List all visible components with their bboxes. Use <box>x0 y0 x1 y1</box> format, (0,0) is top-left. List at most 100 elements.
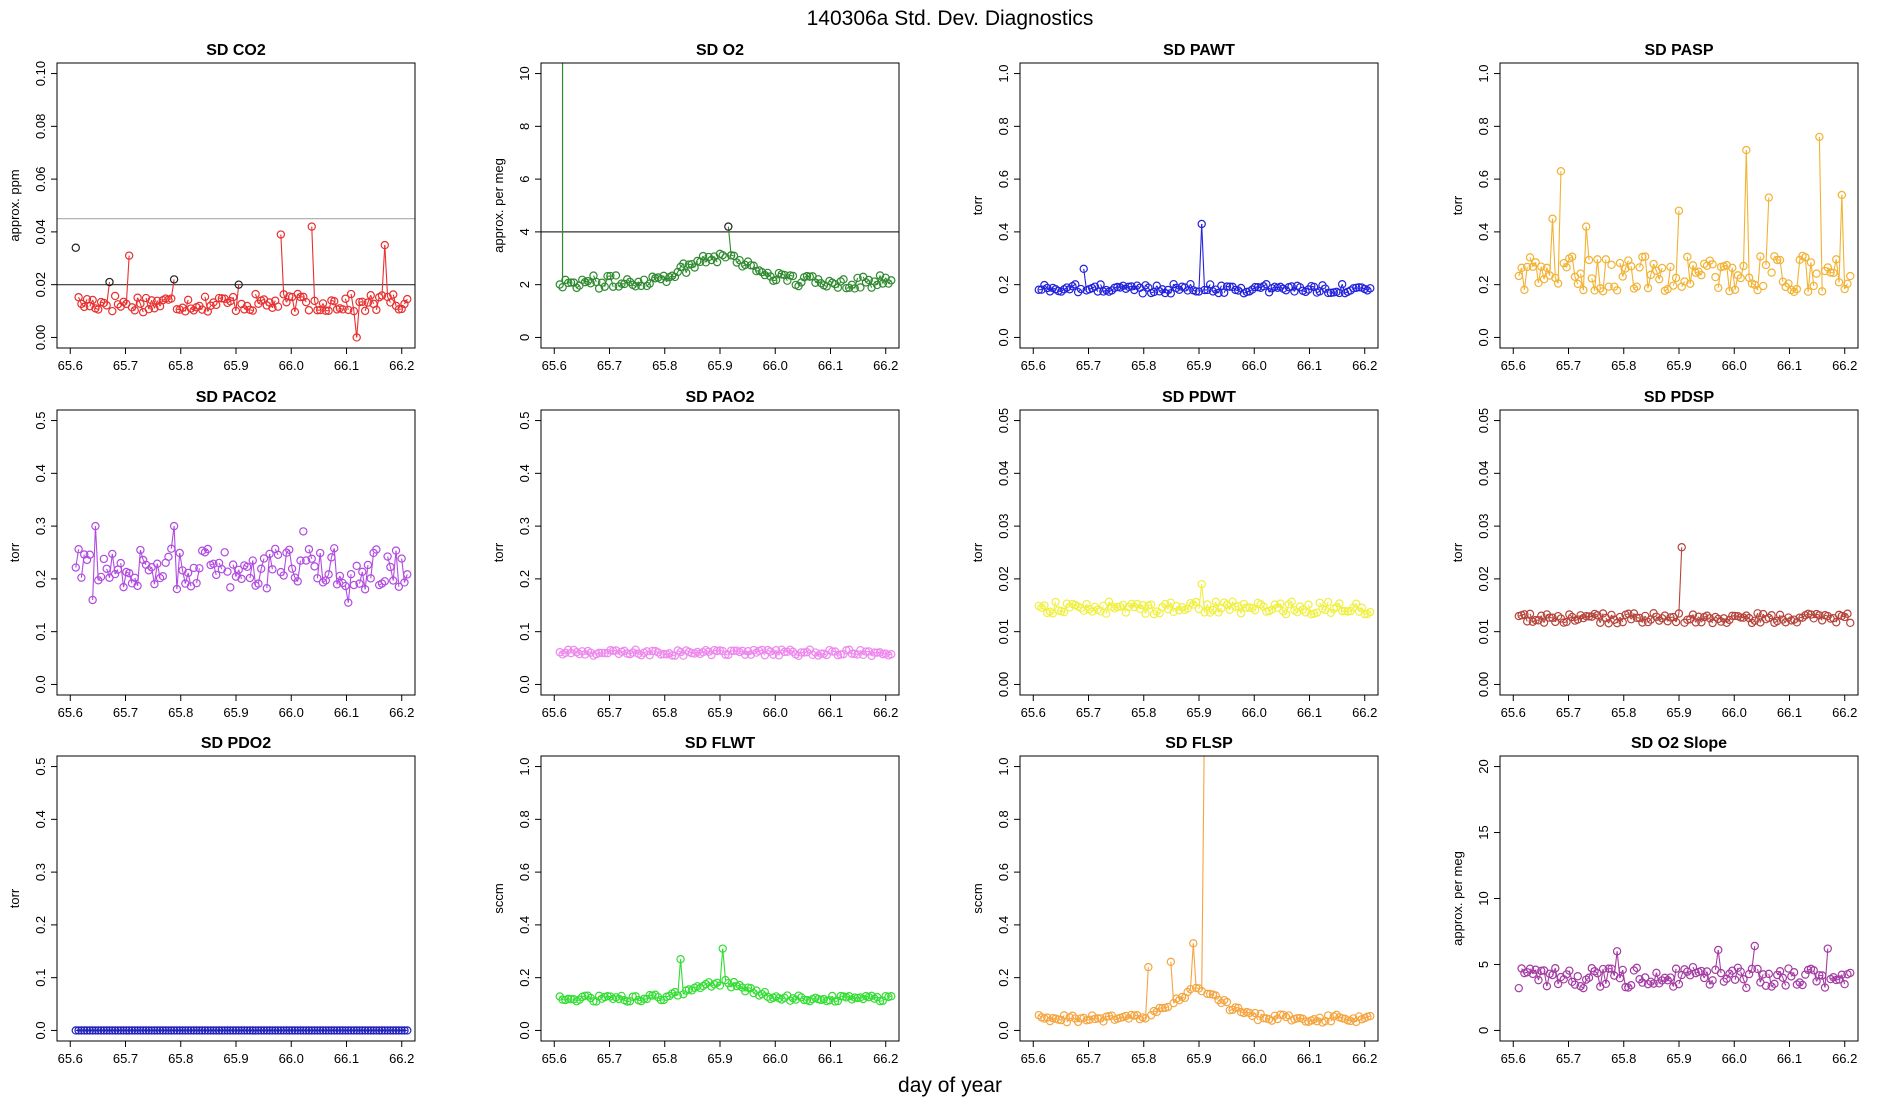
xtick-label: 66.1 <box>1777 705 1802 720</box>
data-point <box>386 1026 395 1035</box>
panel-title-flsp: SD FLSP <box>1165 735 1233 752</box>
series-segment <box>1580 273 1584 291</box>
series-segment <box>244 564 248 568</box>
data-point <box>1163 1002 1173 1012</box>
data-point <box>307 1026 316 1035</box>
data-point <box>1337 1014 1347 1023</box>
panel-ylabel-pao2: torr <box>491 542 506 562</box>
xtick-label: 65.8 <box>1131 1051 1156 1066</box>
data-point <box>1649 979 1658 988</box>
panel-pdwt: SD PDWT torr 0.00 0.01 0.02 0.03 0.04 0.05 65.6 6… <box>970 389 1379 720</box>
data-point <box>394 582 404 591</box>
data-point <box>130 1026 139 1035</box>
ytick-label: 0.0 <box>1476 328 1491 346</box>
series-segment <box>353 311 358 338</box>
data-point <box>363 298 373 307</box>
data-point <box>386 562 395 572</box>
data-point <box>746 983 756 993</box>
series-segment <box>677 959 682 996</box>
data-point <box>150 304 159 313</box>
series-segment <box>1619 969 1624 979</box>
data-point <box>209 559 218 569</box>
data-point <box>1823 944 1832 953</box>
series-segment <box>753 990 757 994</box>
series-segment <box>1836 978 1840 981</box>
panel-pdsp: SD PDSP torr 0.00 0.01 0.02 0.03 0.04 0.05 65.6 6… <box>1450 389 1859 720</box>
data-point <box>1085 1015 1094 1025</box>
xtick-label: 66.0 <box>1722 1051 1747 1066</box>
data-point <box>74 545 83 554</box>
series-segment <box>1622 268 1627 277</box>
data-point <box>346 569 356 579</box>
panel-ylabel-pdo2: torr <box>7 888 22 908</box>
data-point <box>256 1026 266 1035</box>
series-segment <box>392 550 397 581</box>
data-point <box>1166 289 1176 298</box>
data-point <box>1680 277 1689 286</box>
data-point <box>1132 599 1142 609</box>
data-point <box>1203 600 1212 609</box>
data-point <box>651 990 660 999</box>
data-point <box>228 292 238 302</box>
ytick-label: 0.2 <box>1476 276 1491 294</box>
xtick-label: 65.9 <box>707 705 732 720</box>
data-point <box>369 1026 378 1035</box>
series-segment <box>311 226 316 301</box>
data-point <box>1211 597 1220 607</box>
series-segment <box>148 300 153 310</box>
series-segment <box>1644 256 1649 289</box>
data-point <box>631 282 640 291</box>
data-point <box>788 647 798 656</box>
series-segment <box>1748 968 1753 975</box>
data-point <box>1784 964 1793 973</box>
data-point <box>108 549 117 559</box>
ytick-label: 0.01 <box>996 619 1011 644</box>
data-point <box>1301 608 1310 617</box>
data-point <box>1801 970 1810 979</box>
data-point <box>397 1026 406 1035</box>
data-point <box>1761 260 1771 270</box>
panel-pao2: SD PAO2 torr 0.0 0.1 0.2 0.3 0.4 0.5 65.6 65.7 65.… <box>491 389 900 720</box>
ytick-label: 0.4 <box>996 223 1011 241</box>
data-point <box>1354 1012 1364 1021</box>
data-point <box>1337 280 1347 289</box>
data-point <box>1214 995 1223 1005</box>
series-segment <box>1751 620 1756 624</box>
data-point <box>248 556 257 565</box>
xtick-label: 66.1 <box>818 358 843 373</box>
data-point <box>96 1026 106 1035</box>
data-point <box>209 298 218 307</box>
series-segment <box>1709 617 1714 624</box>
panel-flwt: SD FLWT sccm 0.0 0.2 0.4 0.6 0.8 1.0 65.6 65.7 65.… <box>491 735 900 1066</box>
xtick-label: 65.7 <box>1556 705 1581 720</box>
series-segment <box>1566 258 1570 268</box>
series-segment <box>328 557 332 575</box>
data-point <box>1059 1011 1069 1020</box>
data-point <box>799 995 809 1005</box>
data-point <box>136 545 145 555</box>
ytick-label: 0.01 <box>1476 619 1491 644</box>
ytick-label: 0.08 <box>33 114 48 139</box>
data-point <box>1177 603 1187 612</box>
data-point <box>1528 262 1538 271</box>
data-point <box>1784 613 1793 622</box>
data-point <box>1733 271 1743 280</box>
data-point <box>304 306 314 315</box>
data-point <box>130 306 139 315</box>
data-point <box>1534 975 1543 985</box>
data-point <box>310 296 319 306</box>
data-point <box>769 650 778 659</box>
data-point <box>1767 611 1776 620</box>
data-point <box>1834 975 1844 984</box>
data-point <box>71 243 80 252</box>
data-point <box>91 521 100 531</box>
data-point <box>1764 613 1773 623</box>
panel-title-pao2: SD PAO2 <box>685 389 754 406</box>
series-segment <box>576 285 580 289</box>
series-segment <box>1742 979 1747 989</box>
series-segment <box>1198 223 1203 292</box>
data-point <box>564 278 573 288</box>
data-point <box>873 648 882 657</box>
data-point <box>1248 1011 1257 1021</box>
series-segment <box>392 294 397 306</box>
